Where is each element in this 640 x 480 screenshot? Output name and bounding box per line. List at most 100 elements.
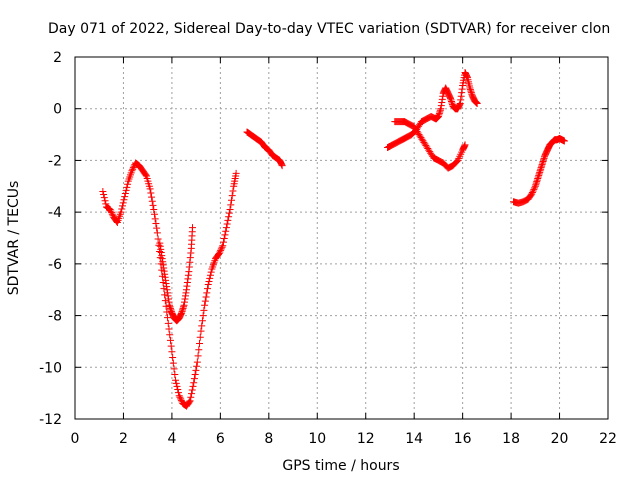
data-point-track-1-141 <box>201 297 209 305</box>
x-tick-label-22: 22 <box>599 431 617 447</box>
data-point-track-1-2 <box>100 194 108 202</box>
data-point-track-3-50 <box>278 162 286 170</box>
data-point-track-1-28 <box>119 199 127 207</box>
data-point-track-1-119 <box>185 398 193 406</box>
data-point-track-1-134 <box>196 333 204 341</box>
x-tick-label-14: 14 <box>405 431 423 447</box>
data-point-track-6-85 <box>560 137 568 145</box>
data-point-track-1-12 <box>108 209 116 217</box>
data-point-track-1-177 <box>228 196 236 204</box>
data-point-track-1-101 <box>172 379 180 387</box>
data-point-track-1-0 <box>99 187 107 195</box>
x-tick-label-12: 12 <box>357 431 375 447</box>
data-point-track-6-24 <box>531 184 539 192</box>
data-point-track-1-89 <box>164 314 172 322</box>
data-point-track-1-34 <box>124 180 132 188</box>
data-point-track-1-1 <box>100 191 108 199</box>
series-track-3 <box>243 128 286 170</box>
x-tick-label-20: 20 <box>551 431 569 447</box>
y-tick-labels: 2 0 -2 -4 -6 -8 -10 -12 <box>39 50 62 428</box>
data-point-track-1-95 <box>168 348 176 356</box>
data-point-track-6-22 <box>529 187 537 195</box>
y-tick-label--2: -2 <box>48 153 62 169</box>
x-tick-label-8: 8 <box>264 431 273 447</box>
y-tick-label--8: -8 <box>48 309 62 325</box>
data-point-track-1-149 <box>207 268 215 276</box>
data-point-track-1-102 <box>173 382 181 390</box>
x-tick-label-6: 6 <box>216 431 225 447</box>
data-point-track-1-179 <box>229 187 237 195</box>
data-point-track-1-148 <box>206 271 214 279</box>
data-point-track-1-74 <box>153 224 161 232</box>
data-point-track-5-75 <box>461 141 469 149</box>
data-point-track-1-106 <box>176 393 184 401</box>
data-point-track-1-161 <box>216 248 224 256</box>
data-point-track-1-105 <box>175 392 183 400</box>
x-tick-labels: 0 2 4 6 8 10 12 14 16 18 20 22 <box>71 431 617 447</box>
data-point-track-1-75 <box>153 229 161 237</box>
y-tick-label--6: -6 <box>48 257 62 273</box>
data-point-track-1-160 <box>215 250 223 258</box>
data-point-track-1-27 <box>118 202 126 210</box>
data-point-track-1-3 <box>101 197 109 205</box>
data-point-track-1-123 <box>188 386 196 394</box>
data-point-track-1-99 <box>171 371 179 379</box>
data-point-track-1-168 <box>221 231 229 239</box>
data-point-track-1-174 <box>225 209 233 217</box>
data-point-track-1-26 <box>118 205 126 213</box>
data-point-track-1-124 <box>189 382 197 390</box>
axis-ticks <box>74 56 609 420</box>
y-tick-label-2: 2 <box>53 50 62 66</box>
data-point-track-1-86 <box>161 297 169 305</box>
data-point-track-1-171 <box>223 220 231 228</box>
x-tick-label-4: 4 <box>167 431 176 447</box>
data-point-track-1-11 <box>107 207 115 215</box>
data-point-track-1-104 <box>174 389 182 397</box>
data-point-track-1-173 <box>225 213 233 221</box>
data-point-track-4-135 <box>473 100 481 108</box>
data-point-track-1-90 <box>164 319 172 327</box>
y-axis-title: SDTVAR / TECUs <box>6 181 22 296</box>
data-point-track-1-59 <box>142 171 150 179</box>
data-point-track-1-139 <box>200 306 208 314</box>
x-tick-label-18: 18 <box>502 431 520 447</box>
data-point-track-1-126 <box>190 375 198 383</box>
data-point-track-6-23 <box>530 185 538 193</box>
data-point-track-1-68 <box>148 197 156 205</box>
data-point-track-1-92 <box>166 331 174 339</box>
data-point-track-1-42 <box>129 164 137 172</box>
data-point-track-1-125 <box>190 379 198 387</box>
data-point-track-1-121 <box>187 393 195 401</box>
data-point-track-1-100 <box>172 376 180 384</box>
data-point-track-1-72 <box>151 215 159 223</box>
data-point-track-1-185 <box>232 169 240 177</box>
y-tick-label--4: -4 <box>48 205 62 221</box>
y-tick-label--10: -10 <box>39 360 62 376</box>
data-point-track-1-107 <box>177 395 185 403</box>
data-point-track-1-40 <box>128 167 136 175</box>
data-point-track-1-70 <box>150 206 158 214</box>
data-point-track-1-129 <box>193 362 201 370</box>
data-point-track-1-120 <box>186 397 194 405</box>
data-point-track-1-29 <box>120 196 128 204</box>
data-point-track-1-128 <box>192 366 200 374</box>
data-point-track-1-94 <box>167 342 175 350</box>
chart-title: Day 071 of 2022, Sidereal Day-to-day VTE… <box>48 21 610 37</box>
data-point-track-1-138 <box>199 312 207 320</box>
data-point-track-1-172 <box>224 216 232 224</box>
data-point-track-1-87 <box>162 302 170 310</box>
data-point-track-1-91 <box>165 325 173 333</box>
data-point-track-6-20 <box>528 190 536 198</box>
data-point-track-1-137 <box>198 317 206 325</box>
grid-lines <box>75 57 608 419</box>
data-point-track-1-169 <box>222 227 230 235</box>
series-track-1 <box>99 159 240 410</box>
data-point-track-1-165 <box>219 242 227 250</box>
data-point-track-1-163 <box>217 245 225 253</box>
data-point-track-1-13 <box>108 210 116 218</box>
data-point-track-1-143 <box>203 289 211 297</box>
data-point-track-1-133 <box>196 339 204 347</box>
data-point-track-1-76 <box>154 235 162 243</box>
data-point-track-1-33 <box>123 183 131 191</box>
